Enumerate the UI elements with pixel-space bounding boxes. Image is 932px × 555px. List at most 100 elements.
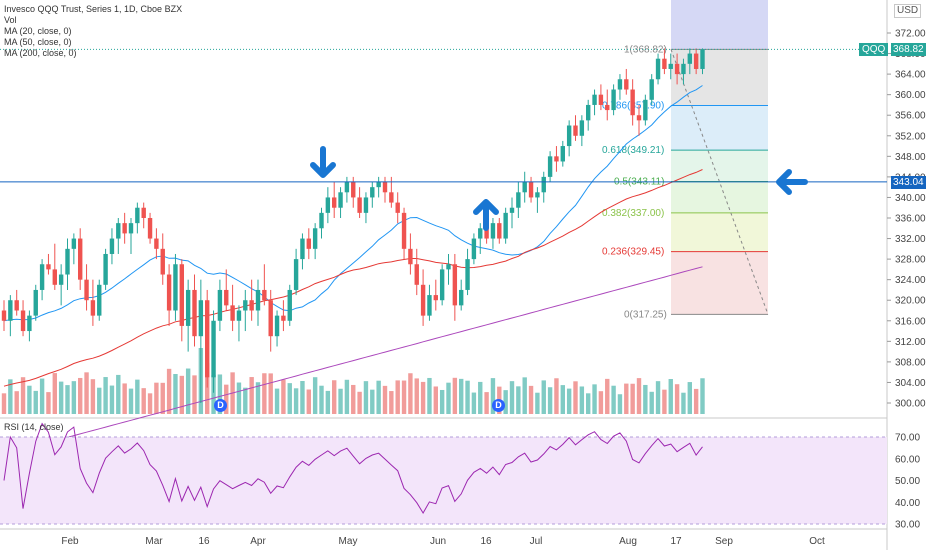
volume-bar: [249, 377, 254, 414]
candle-body: [300, 238, 305, 260]
fib-zone: [671, 181, 768, 213]
candle-body: [662, 58, 667, 69]
volume-bar: [255, 382, 261, 414]
candle-body: [20, 310, 26, 332]
price-tick-label: 304.00: [895, 378, 926, 389]
dividend-badge[interactable]: D: [214, 399, 227, 412]
dividend-badge[interactable]: D: [492, 399, 505, 412]
volume-bar: [427, 377, 432, 414]
candle-body: [357, 197, 362, 213]
candle-body: [8, 300, 13, 321]
candle-body: [382, 182, 388, 193]
volume-bar: [185, 368, 191, 414]
fib-zone: [671, 251, 768, 315]
candle-body: [560, 146, 565, 162]
time-tick-label: Aug: [619, 536, 637, 547]
volume-bar: [592, 384, 597, 414]
candle-body: [46, 264, 51, 270]
candle-body: [166, 274, 172, 311]
volume-bar: [389, 391, 394, 414]
volume-bar: [674, 384, 680, 414]
volume-bar: [547, 387, 553, 414]
candle-body: [617, 79, 623, 90]
fib-extension-zone: [671, 0, 768, 50]
time-tick-label: Sep: [715, 536, 733, 547]
volume-bar: [357, 391, 362, 414]
volume-bar: [103, 377, 108, 414]
legend-ma20: MA (20, close, 0): [4, 26, 72, 36]
volume-bar: [319, 385, 324, 414]
volume-bar: [8, 379, 13, 414]
last-price-tag: 368.82: [891, 43, 926, 57]
time-tick-label: Feb: [61, 536, 79, 547]
fib-zone: [671, 105, 768, 151]
volume-bar: [554, 378, 559, 414]
volume-bar: [579, 386, 585, 414]
volume-bar: [173, 374, 178, 414]
rsi-legend: RSI (14, close): [4, 422, 64, 432]
candle-body: [274, 315, 280, 337]
volume-bar: [128, 388, 134, 414]
candle-body: [649, 79, 654, 100]
fib-trend-line: [670, 49, 769, 315]
volume-bar: [33, 390, 38, 414]
candle-body: [268, 300, 273, 337]
price-tick-label: 364.00: [895, 70, 926, 81]
volume-bar: [217, 374, 223, 414]
volume-bar: [414, 378, 419, 414]
annotation-arrow: [310, 146, 336, 178]
candle-body: [351, 182, 356, 198]
volume-bar: [122, 383, 127, 414]
candle-body: [700, 49, 705, 69]
volume-bar: [332, 380, 337, 414]
volume-bar: [363, 381, 369, 414]
candle-body: [293, 259, 299, 290]
volume-bar: [1, 393, 7, 414]
candle-body: [160, 248, 165, 275]
candle-body: [693, 53, 699, 69]
volume-bar: [516, 386, 521, 414]
candle-body: [109, 238, 115, 254]
volume-bar: [528, 385, 534, 414]
symbol-tag: QQQ: [859, 43, 889, 57]
annotation-arrow: [473, 199, 499, 231]
volume-bar: [84, 372, 89, 414]
volume-bar: [376, 380, 381, 414]
candle-body: [605, 104, 610, 111]
candle-body: [490, 223, 496, 239]
time-tick-label: Jul: [530, 536, 543, 547]
price-tick-label: 312.00: [895, 337, 926, 348]
candle-body: [236, 310, 242, 321]
price-tick-label: 340.00: [895, 193, 926, 204]
candle-body: [465, 259, 470, 290]
ma20-line: [3, 85, 703, 322]
candle-body: [459, 289, 464, 306]
candle-body: [611, 89, 616, 111]
volume-bar: [420, 381, 426, 414]
price-tick-label: 336.00: [895, 214, 926, 225]
candle-body: [636, 115, 642, 121]
candle-body: [255, 289, 261, 311]
fib-level-label: 0.236(329.45): [602, 247, 664, 258]
volume-bar: [401, 380, 407, 414]
currency-unit-button[interactable]: USD: [894, 4, 922, 18]
candle-body: [338, 192, 343, 208]
candle-body: [154, 238, 159, 249]
ma50-line: [3, 169, 703, 387]
time-tick-label: 16: [198, 536, 210, 547]
volume-bar: [300, 381, 305, 414]
arrow-shape: [310, 146, 336, 178]
price-tick-label: 372.00: [895, 29, 926, 40]
volume-bar: [693, 388, 699, 414]
candle-body: [643, 99, 648, 121]
volume-bar: [109, 385, 115, 414]
rsi-tick-label: 50.00: [895, 476, 920, 487]
candle-body: [306, 238, 311, 249]
volume-bar: [71, 381, 77, 414]
candle-body: [262, 289, 267, 301]
price-tick-label: 316.00: [895, 316, 926, 327]
volume-bar: [541, 380, 546, 414]
candle-body: [528, 182, 534, 198]
